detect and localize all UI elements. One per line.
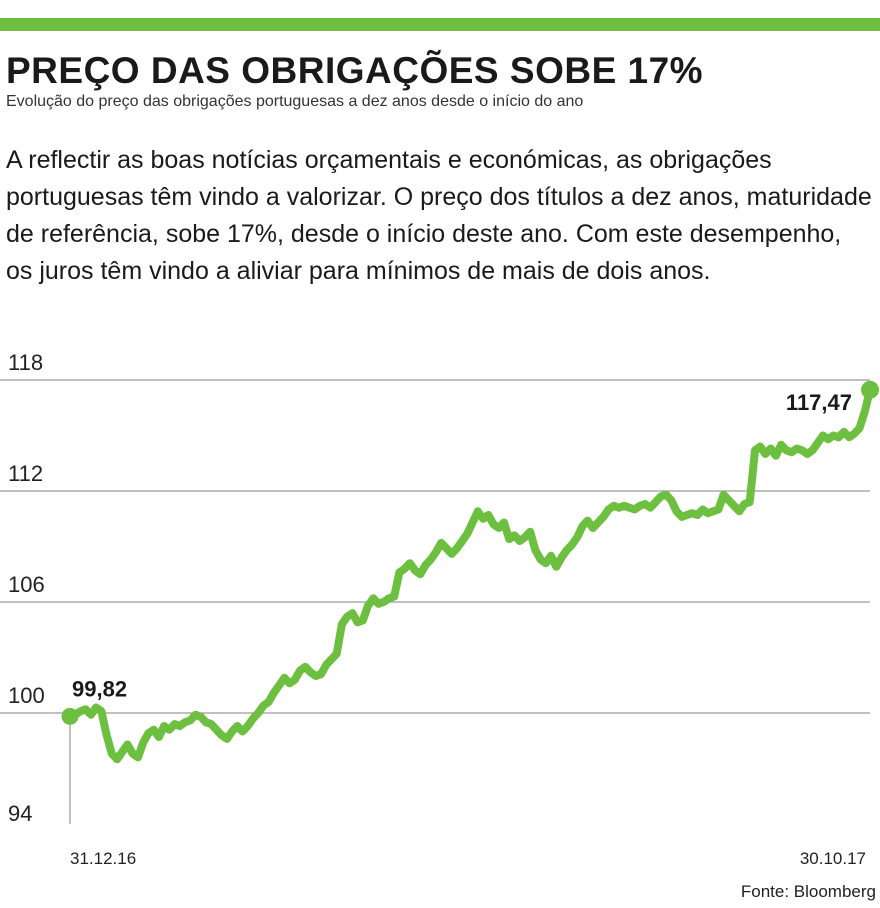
start-point-marker <box>61 707 79 725</box>
y-tick-label-106: 106 <box>8 572 45 597</box>
chart-description: A reflectir as boas notícias orçamentais… <box>6 146 872 285</box>
start-value-label: 99,82 <box>72 676 127 701</box>
x-end-label: 30.10.17 <box>800 849 866 868</box>
series-line <box>66 385 874 764</box>
line-chart: 94 100 106 112 118 99,82 117,47 31.12.16 30.10.1… <box>0 350 879 868</box>
y-tick-label-118: 118 <box>8 350 43 375</box>
chart-title: PREÇO DAS OBRIGAÇÕES SOBE 17% <box>6 50 704 91</box>
chart-subtitle: Evolução do preço das obrigações portugu… <box>6 93 584 110</box>
y-tick-label-112: 112 <box>8 461 43 486</box>
top-accent-bar <box>0 18 880 31</box>
y-tick-label-94: 94 <box>8 801 32 826</box>
source-note: Fonte: Bloomberg <box>740 882 876 901</box>
end-point-marker <box>861 380 879 399</box>
x-start-label: 31.12.16 <box>70 849 136 868</box>
end-value-label: 117,47 <box>786 390 852 415</box>
y-tick-label-100: 100 <box>8 683 45 708</box>
